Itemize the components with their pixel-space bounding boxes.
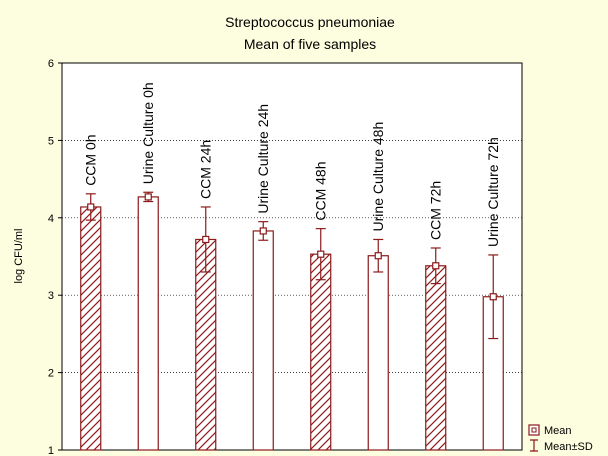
y-tick-label: 3 (48, 290, 54, 302)
category-label: CCM 72h (428, 181, 444, 240)
legend-label-sd: Mean±SD (544, 441, 593, 453)
bars (80, 196, 504, 451)
bar (367, 255, 389, 451)
mean-marker (374, 252, 382, 260)
category-label: Urine Culture 0h (140, 82, 156, 184)
error-bar-icon (530, 439, 538, 452)
y-axis: 1 2 3 4 5 6 (48, 58, 62, 456)
bar (80, 206, 102, 451)
category-label: CCM 48h (313, 161, 329, 220)
y-tick-label: 6 (48, 58, 54, 70)
mean-marker (202, 235, 210, 244)
bar (137, 196, 159, 451)
mean-marker (317, 250, 325, 258)
bar (252, 230, 274, 451)
mean-marker (489, 293, 497, 301)
y-tick-label: 4 (48, 213, 54, 225)
category-label: CCM 0h (83, 134, 99, 185)
category-label: Urine Culture 72h (485, 137, 501, 247)
category-labels: CCM 0h Urine Culture 0h CCM 24h Urine Cultu… (83, 82, 502, 247)
y-tick-label: 2 (48, 368, 54, 380)
mean-markers (87, 193, 497, 301)
mean-marker (144, 193, 152, 201)
category-label: CCM 24h (198, 140, 214, 199)
bar (425, 265, 447, 451)
mean-marker (432, 262, 440, 270)
square-inner-icon (531, 427, 537, 433)
y-axis-label: log CFU/ml (13, 228, 25, 283)
mean-marker (87, 203, 95, 211)
chart-subtitle: Mean of five samples (244, 36, 376, 52)
chart-title: Streptococcus pneumoniae (225, 14, 395, 30)
bar (310, 253, 332, 451)
legend-label-mean: Mean (544, 425, 572, 437)
category-label: Urine Culture 48h (370, 122, 386, 232)
y-tick-label: 5 (48, 135, 54, 147)
legend-item-sd: Mean±SD (530, 439, 593, 453)
legend: Mean Mean±SD (528, 424, 593, 453)
legend-item-mean: Mean (528, 424, 572, 437)
plot-area (61, 62, 523, 451)
mean-marker (259, 227, 267, 235)
y-tick-label: 1 (48, 445, 54, 456)
category-label: Urine Culture 24h (255, 104, 271, 214)
